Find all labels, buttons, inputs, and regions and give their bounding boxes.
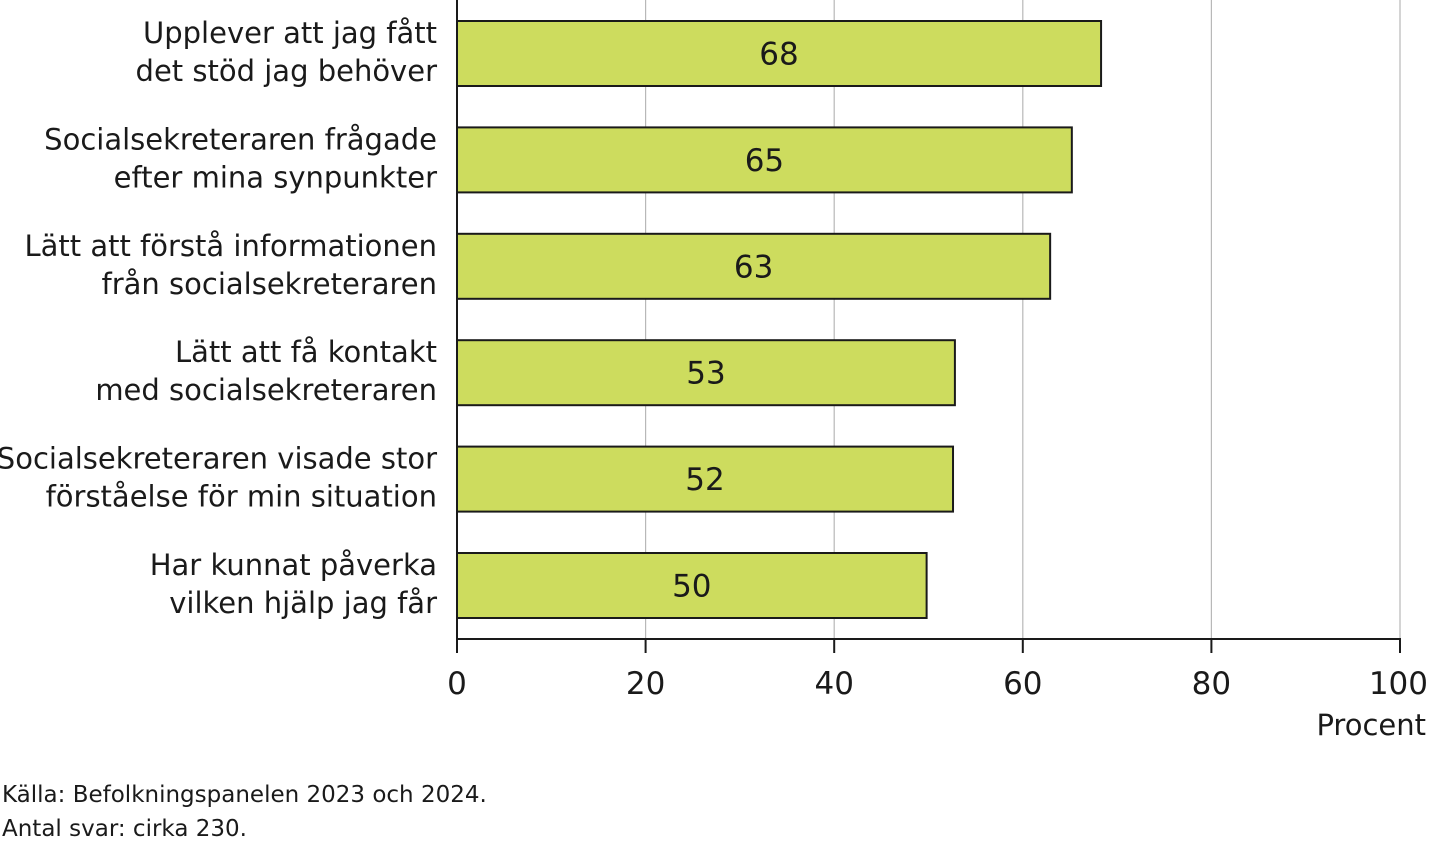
x-tick-label: 20 xyxy=(626,666,665,702)
category-label-line: från socialsekreteraren xyxy=(102,267,437,301)
category-label-line: Lätt att förstå informationen xyxy=(24,229,437,263)
bar-chart: 68 65 63 53 52 50 Upplever att jag fått det st… xyxy=(0,0,1428,742)
category-label-line: Socialsekreteraren frågade xyxy=(44,122,437,156)
category-label-line: förståelse för min situation xyxy=(46,480,437,514)
bar-value-label: 52 xyxy=(685,462,724,498)
x-tick-label: 100 xyxy=(1369,666,1428,702)
bar-value-label: 53 xyxy=(686,356,725,392)
chart-notes: Källa: Befolkningspanelen 2023 och 2024.… xyxy=(2,778,487,846)
bar xyxy=(456,20,1103,87)
category-labels: Upplever att jag fått det stöd jag behöve… xyxy=(0,16,437,620)
category-label-line: Socialsekreteraren visade stor xyxy=(0,442,437,476)
category-label-line: Har kunnat påverka xyxy=(150,548,437,582)
bar xyxy=(456,232,1052,300)
category-label-line: det stöd jag behöver xyxy=(136,54,438,88)
x-tick-label: 60 xyxy=(1003,666,1042,702)
category-label-line: vilken hjälp jag får xyxy=(169,586,437,620)
category-label: Socialsekreteraren visade stor förståelse… xyxy=(0,442,437,514)
category-label-line: Upplever att jag fått xyxy=(143,16,437,50)
category-label: Lätt att få kontakt med socialsekreterare… xyxy=(95,335,437,407)
x-tick-label: 80 xyxy=(1192,666,1231,702)
bar xyxy=(456,445,955,513)
bars xyxy=(456,20,1103,619)
bar-value-label: 63 xyxy=(734,249,773,285)
category-label: Socialsekreteraren frågade efter mina syn… xyxy=(44,122,437,194)
bar xyxy=(456,552,928,619)
category-label-line: efter mina synpunkter xyxy=(114,160,437,194)
x-axis-label: Procent xyxy=(1316,708,1426,742)
bar xyxy=(456,339,956,407)
category-label: Har kunnat påverka vilken hjälp jag får xyxy=(150,548,437,620)
category-label: Lätt att förstå informationen från social… xyxy=(24,229,437,301)
gridlines xyxy=(644,0,1401,639)
category-label: Upplever att jag fått det stöd jag behöve… xyxy=(136,16,438,88)
source-note: Källa: Befolkningspanelen 2023 och 2024. xyxy=(2,782,487,808)
x-tick-label: 40 xyxy=(814,666,853,702)
data-labels: 68 65 63 53 52 50 xyxy=(672,37,799,605)
x-tick-label: 0 xyxy=(447,666,467,702)
bar-value-label: 68 xyxy=(759,37,798,73)
response-count-note: Antal svar: cirka 230. xyxy=(2,816,247,842)
category-label-line: med socialsekreteraren xyxy=(95,373,437,407)
category-label-line: Lätt att få kontakt xyxy=(175,335,437,369)
bar-value-label: 50 xyxy=(672,569,711,605)
x-axis: 0 20 40 60 80 100 Procent xyxy=(447,0,1428,742)
bar-value-label: 65 xyxy=(745,143,784,179)
